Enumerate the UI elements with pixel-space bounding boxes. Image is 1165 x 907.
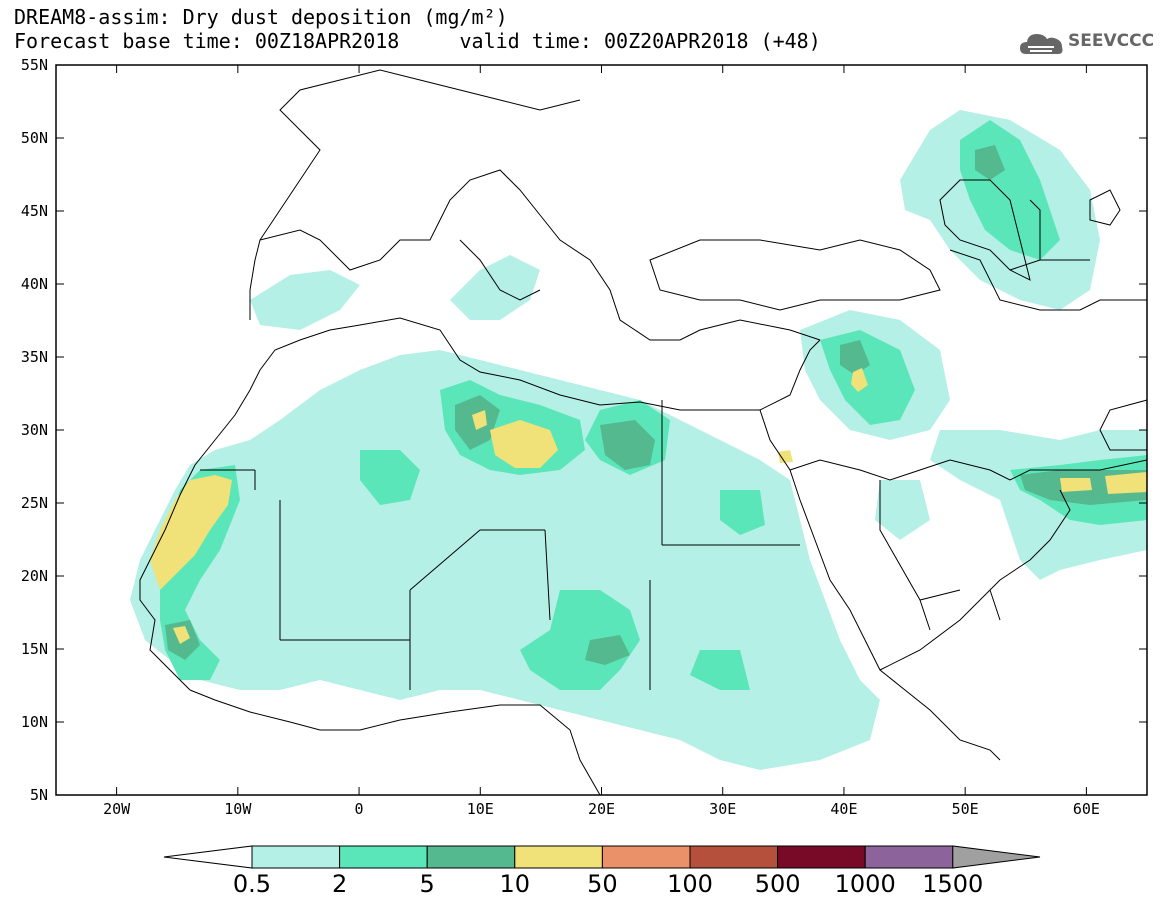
lon-label: 20W bbox=[103, 800, 131, 818]
lon-label: 30E bbox=[709, 800, 737, 818]
lon-label: 60E bbox=[1072, 800, 1100, 818]
lat-label: 45N bbox=[20, 202, 48, 220]
lon-label: 50E bbox=[951, 800, 979, 818]
lat-label: 30N bbox=[20, 421, 48, 439]
colorbar-level-label: 100 bbox=[667, 870, 713, 898]
colorbar-segment bbox=[426, 845, 516, 869]
colorbar-level-label: 50 bbox=[587, 870, 618, 898]
lat-label: 25N bbox=[20, 494, 48, 512]
forecast-times: Forecast base time: 00Z18APR2018 valid t… bbox=[14, 29, 821, 53]
lat-label: 35N bbox=[20, 348, 48, 366]
lat-label: 15N bbox=[20, 640, 48, 658]
chart-title: DREAM8-assim: Dry dust deposition (mg/m²… bbox=[14, 5, 508, 29]
lat-label: 55N bbox=[20, 56, 48, 74]
coastlines bbox=[139, 69, 1147, 795]
colorbar-level-label: 1500 bbox=[922, 870, 984, 898]
lon-label: 20E bbox=[587, 800, 616, 818]
lat-label: 50N bbox=[20, 129, 48, 147]
logo-text: SEEVCCC bbox=[1068, 31, 1155, 51]
colorbar-over-triangle bbox=[952, 845, 1041, 869]
colorbar-segment bbox=[601, 845, 691, 869]
colorbar-segment bbox=[339, 845, 428, 869]
colorbar-segment bbox=[777, 845, 866, 869]
colorbar-segment bbox=[251, 845, 341, 869]
colorbar bbox=[163, 845, 1041, 869]
lat-label: 40N bbox=[20, 275, 48, 293]
lat-label: 5N bbox=[29, 786, 48, 804]
colorbar-segment bbox=[864, 845, 954, 869]
colorbar-under-triangle bbox=[163, 845, 253, 869]
colorbar-level-label: 10 bbox=[499, 870, 531, 898]
cloud-logo-icon bbox=[1020, 34, 1063, 54]
lon-label: 40E bbox=[830, 800, 858, 818]
lon-label: 10E bbox=[466, 800, 494, 818]
lon-label: 0 bbox=[354, 800, 364, 818]
colorbar-level-label: 5 bbox=[419, 870, 435, 898]
axis-ticks bbox=[56, 64, 1147, 796]
lon-label: 10W bbox=[224, 800, 252, 818]
deposition-contours bbox=[130, 110, 1147, 770]
colorbar-level-label: 2 bbox=[331, 870, 348, 898]
colorbar-segment bbox=[514, 845, 603, 869]
colorbar-level-label: 0.5 bbox=[232, 870, 272, 898]
lat-label: 20N bbox=[20, 567, 48, 585]
lat-label: 10N bbox=[20, 713, 48, 731]
colorbar-level-label: 500 bbox=[754, 870, 801, 898]
colorbar-segment bbox=[689, 845, 779, 869]
colorbar-level-label: 1000 bbox=[834, 870, 896, 898]
